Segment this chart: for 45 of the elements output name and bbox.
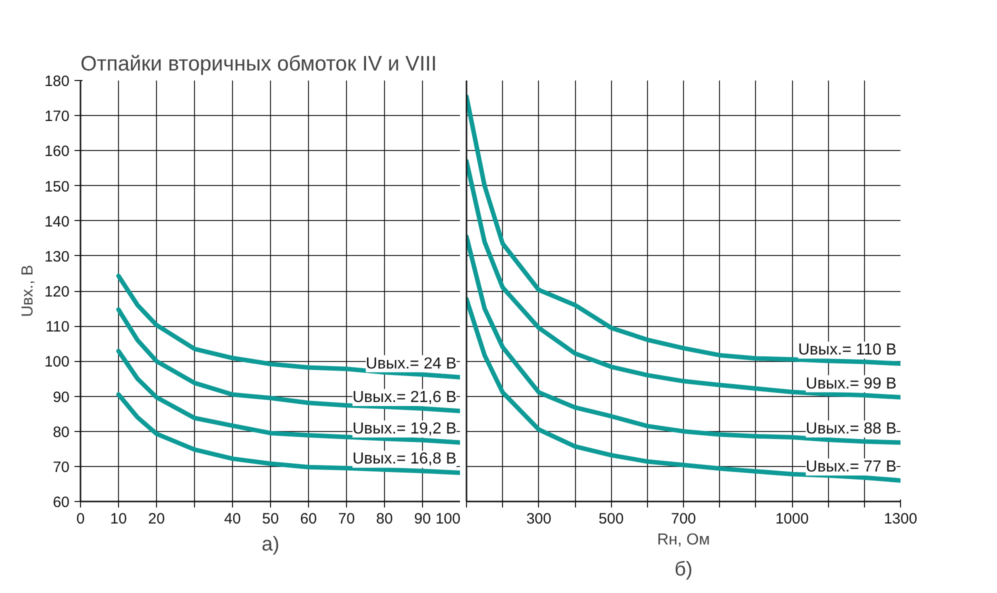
y-tick-label: 110	[46, 318, 70, 336]
y-tick-label: 70	[52, 458, 70, 476]
line-series	[116, 348, 460, 445]
x-tick-label: 40	[224, 510, 241, 528]
y-tick-label: 170	[44, 108, 70, 126]
x-tick-label: 50	[262, 510, 279, 528]
line-series	[116, 274, 460, 380]
x-tick-label: 10	[110, 510, 127, 528]
y-tick-label: 120	[44, 284, 70, 300]
x-tick-label: 90	[414, 510, 431, 528]
series-label: Uвых.= 88 В	[806, 420, 896, 438]
series-label: Uвых.= 16,8 В	[352, 450, 456, 468]
series-label: Uвых.= 21,6 В	[352, 388, 456, 406]
series-label: Uвых.= 110 В	[798, 342, 897, 359]
x-tick-label: 20	[148, 510, 165, 528]
text: б)	[674, 558, 693, 580]
x-tick-label: 1000	[775, 510, 809, 528]
y-tick-label: 130	[44, 248, 70, 266]
text: а)	[262, 534, 280, 556]
y-tick-label: 60	[52, 494, 70, 511]
y-tick-label: 90	[52, 388, 70, 406]
y-tick-label: 80	[52, 424, 70, 441]
y-tick-label: 160	[44, 143, 70, 160]
chart-title: Отпайки вторичных обмоток IV и VIII	[80, 52, 437, 76]
x-tick-label: 70	[338, 510, 355, 528]
x-tick-label: 700	[670, 510, 696, 528]
y-tick-label: 100	[44, 354, 70, 371]
line-series	[116, 392, 460, 475]
series-label: Uвых.= 24 В	[366, 355, 456, 372]
y-tick-label: 150	[44, 178, 70, 196]
series-label: Uвых.= 77 В	[806, 458, 896, 476]
x-tick-label: 80	[376, 510, 393, 528]
y-tick-label: 180	[44, 73, 70, 90]
x-tick-label: 500	[598, 510, 624, 528]
line-series	[116, 307, 460, 414]
y-axis-title: Uвх., В	[19, 264, 36, 318]
series-label: Uвых.= 99 В	[806, 375, 896, 392]
x-tick-label: 1300	[884, 510, 918, 528]
x-tick-label: 60	[300, 510, 317, 528]
y-tick-label: 140	[44, 213, 70, 230]
x-axis-title: Rн, Ом	[657, 532, 710, 548]
x-tick-label: 0	[76, 510, 85, 528]
x-tick-label: 300	[526, 510, 552, 528]
x-tick-label: 100	[435, 510, 461, 528]
series-label: Uвых.= 19,2 В	[352, 420, 456, 438]
